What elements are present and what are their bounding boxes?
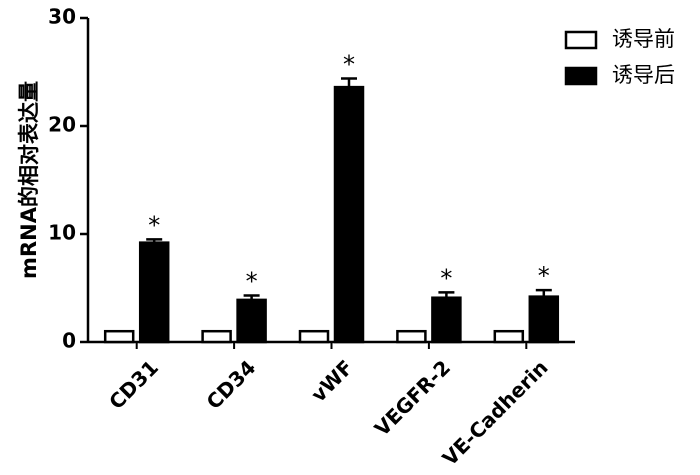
error-bar: [243, 294, 260, 300]
y-tick-label: 10: [48, 221, 76, 245]
y-axis-label: mRNA的相对表达量: [17, 81, 41, 279]
x-tick-label: CD34: [202, 355, 261, 414]
annotation: *: [440, 264, 452, 292]
bar: [528, 295, 560, 344]
annotation: *: [148, 211, 160, 239]
error-bar: [535, 288, 552, 297]
bar: [493, 329, 525, 344]
x-tick-label: CD31: [104, 355, 163, 414]
legend-swatch: [564, 30, 598, 50]
annotation: *: [538, 262, 550, 290]
bar: [298, 329, 330, 344]
error-bar: [438, 291, 455, 298]
legend-label: 诱导后: [612, 63, 675, 87]
legend-swatch: [564, 66, 598, 86]
x-tick-label: vWF: [306, 355, 357, 406]
error-bar: [146, 238, 163, 243]
y-tick-label: 30: [48, 5, 76, 29]
y-tick-label: 20: [48, 113, 76, 137]
bar: [236, 298, 267, 344]
bar: [396, 329, 427, 344]
bar: [138, 241, 170, 344]
bar: [103, 329, 135, 344]
bar: [201, 329, 232, 344]
annotation: *: [343, 50, 355, 78]
legend-label: 诱导前: [612, 27, 675, 51]
error-bar: [341, 77, 357, 88]
bar: [431, 296, 462, 344]
annotation: *: [246, 268, 258, 296]
y-tick-label: 0: [62, 329, 76, 353]
bar: [333, 85, 365, 344]
x-tick-label: VEGFR-2: [370, 355, 455, 440]
